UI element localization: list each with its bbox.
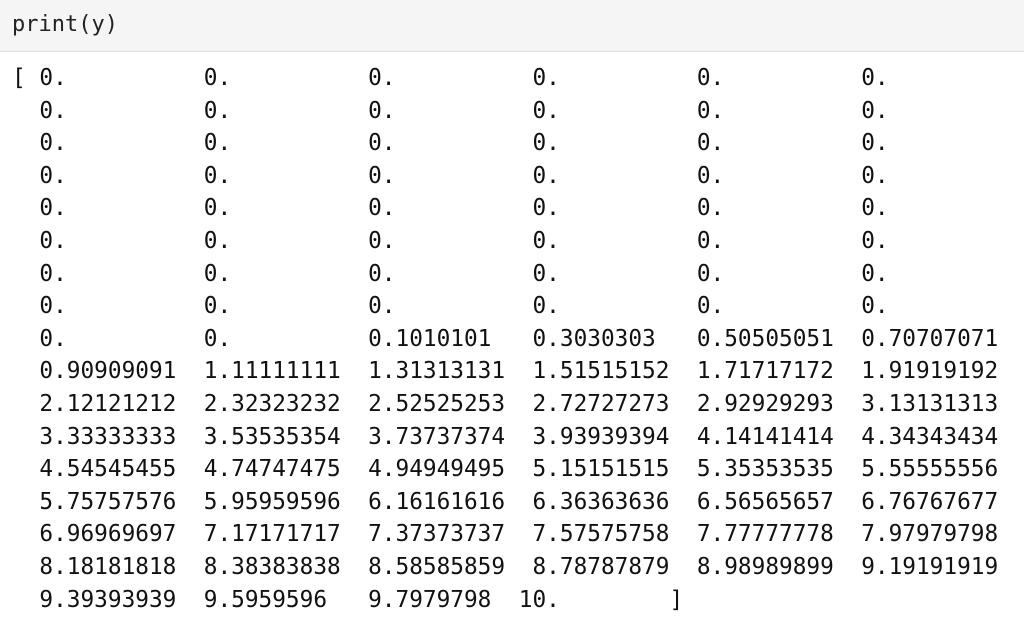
output-line: 0. 0. 0. 0. 0. 0. <box>12 260 889 287</box>
output-line: 0. 0. 0. 0. 0. 0. <box>12 195 889 222</box>
output-line: 2.12121212 2.32323232 2.52525253 2.72727… <box>12 390 999 417</box>
output-line: 0. 0. 0.1010101 0.3030303 0.50505051 0.7… <box>12 325 999 352</box>
output-line: 0. 0. 0. 0. 0. 0. <box>12 293 889 320</box>
output-line: 8.18181818 8.38383838 8.58585859 8.78787… <box>12 553 999 580</box>
output-line: 9.39393939 9.5959596 9.7979798 10. ] <box>12 586 684 613</box>
code-cell-input[interactable]: print(y) <box>0 0 1024 52</box>
output-line: 0. 0. 0. 0. 0. 0. <box>12 227 889 254</box>
output-line: 6.96969697 7.17171717 7.37373737 7.57575… <box>12 521 999 548</box>
output-line: 0. 0. 0. 0. 0. 0. <box>12 97 889 124</box>
output-line: 5.75757576 5.95959596 6.16161616 6.36363… <box>12 488 999 515</box>
output-line: [ 0. 0. 0. 0. 0. 0. <box>12 65 889 91</box>
cell-output: [ 0. 0. 0. 0. 0. 0. 0. 0. 0. 0. 0. 0. 0.… <box>12 62 998 616</box>
code-text[interactable]: print(y) <box>12 12 118 37</box>
output-line: 0.90909091 1.11111111 1.31313131 1.51515… <box>12 358 999 385</box>
output-line: 4.54545455 4.74747475 4.94949495 5.15151… <box>12 456 999 483</box>
output-line: 0. 0. 0. 0. 0. 0. <box>12 130 889 157</box>
output-line: 3.33333333 3.53535354 3.73737374 3.93939… <box>12 423 999 450</box>
output-line: 0. 0. 0. 0. 0. 0. <box>12 162 889 189</box>
